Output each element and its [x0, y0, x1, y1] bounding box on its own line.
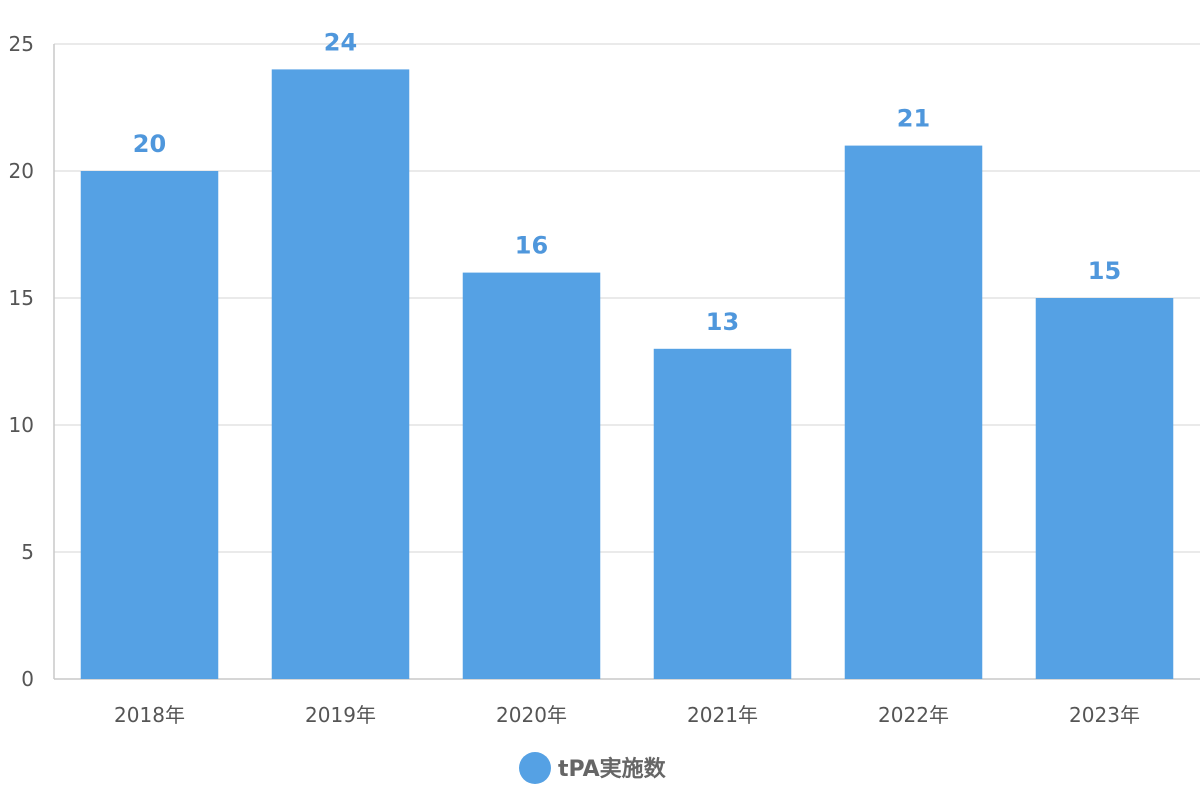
grid-lines	[54, 43, 1200, 553]
x-tick-label: 2018年	[114, 703, 185, 727]
data-label: 13	[706, 308, 739, 336]
data-label: 21	[897, 105, 930, 133]
data-label: 24	[324, 28, 357, 56]
y-tick-label: 10	[9, 413, 34, 437]
x-tick-label: 2022年	[878, 703, 949, 727]
y-tick-label: 25	[9, 32, 34, 56]
bar[interactable]	[653, 348, 792, 679]
y-tick-label: 0	[21, 667, 34, 691]
y-tick-label: 5	[21, 540, 34, 564]
data-labels: 20 24 16 13 21 15	[133, 28, 1121, 335]
bar[interactable]	[462, 272, 601, 679]
bar[interactable]	[80, 171, 219, 679]
data-label: 15	[1088, 257, 1121, 285]
bar[interactable]	[1035, 298, 1174, 679]
x-tick-label: 2021年	[687, 703, 758, 727]
y-tick-label: 15	[9, 286, 34, 310]
legend-swatch[interactable]	[519, 752, 551, 784]
x-tick-label: 2020年	[496, 703, 567, 727]
bar[interactable]	[271, 69, 410, 679]
legend-label[interactable]: tPA実施数	[558, 756, 667, 782]
x-axis-tick-labels: 2018年 2019年 2020年 2021年 2022年 2023年	[114, 703, 1140, 727]
axes	[53, 44, 1200, 680]
y-tick-label: 20	[9, 159, 34, 183]
y-axis-tick-labels: 0 5 10 15 20 25	[9, 32, 34, 691]
bars	[80, 69, 1174, 680]
data-label: 20	[133, 130, 166, 158]
legend[interactable]: tPA実施数	[519, 752, 667, 784]
bar[interactable]	[844, 145, 983, 680]
data-label: 16	[515, 232, 548, 260]
x-tick-label: 2023年	[1069, 703, 1140, 727]
x-tick-label: 2019年	[305, 703, 376, 727]
